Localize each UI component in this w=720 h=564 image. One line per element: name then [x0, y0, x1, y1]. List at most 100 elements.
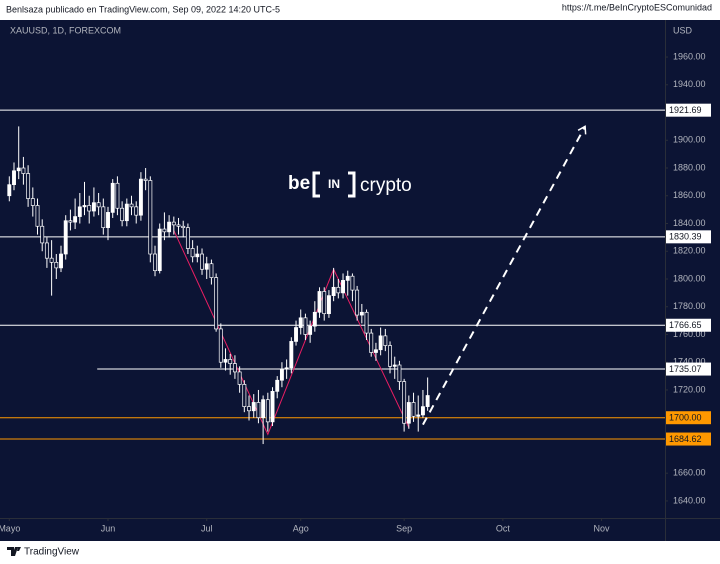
watermark: be IN crypto — [288, 171, 412, 198]
brand-logo — [7, 547, 21, 556]
chart-background — [0, 20, 720, 541]
watermark-crypto: crypto — [360, 175, 412, 196]
candle-body — [143, 178, 148, 181]
author-line: Benlsaza publicado en TradingView.com, S… — [6, 4, 280, 14]
candle-body — [411, 402, 416, 417]
candle-body — [364, 311, 369, 334]
candle-body — [373, 349, 378, 353]
x-tick-label: Mayo — [0, 523, 20, 533]
x-tick-label: Sep — [396, 523, 412, 533]
candle-body — [336, 286, 341, 294]
candle-body — [190, 248, 195, 258]
candle-body — [21, 167, 26, 174]
y-tick-label: 1640.00 — [673, 495, 706, 505]
candle-body — [44, 242, 49, 259]
candle-body — [237, 371, 242, 385]
y-tick-label: 1660.00 — [673, 468, 706, 478]
candle-body — [115, 182, 120, 209]
candle-body — [30, 198, 35, 206]
level-label-box — [666, 411, 711, 425]
y-tick-label: 1940.00 — [673, 79, 706, 89]
symbol-label: XAUUSD, 1D, FOREXCOM — [10, 25, 121, 35]
candle-body — [251, 402, 256, 412]
x-tick-label: Jun — [101, 523, 116, 533]
candle-body — [54, 261, 59, 269]
y-tick-label: 1960.00 — [673, 51, 706, 61]
candle-body — [124, 203, 129, 222]
candle-body — [110, 182, 115, 213]
candle-body — [279, 368, 284, 381]
candle-body — [96, 202, 101, 208]
candle-body — [355, 289, 360, 316]
candle-body — [425, 395, 430, 407]
y-tick-label: 1860.00 — [673, 190, 706, 200]
y-tick-label: 1720.00 — [673, 384, 706, 394]
candle-body — [284, 367, 289, 370]
candle-body — [289, 341, 294, 369]
candle-body — [359, 311, 364, 316]
candle-body — [91, 202, 96, 212]
candle-body — [303, 317, 308, 335]
candle-body — [326, 295, 331, 315]
candle-body — [16, 167, 21, 172]
projection-line — [422, 125, 586, 426]
candle-body — [317, 291, 322, 313]
level-label-box — [666, 103, 711, 117]
candle-body — [120, 207, 125, 222]
candle-body — [402, 381, 407, 424]
candle-body — [322, 291, 327, 315]
level-label: 1921.69 — [669, 105, 702, 115]
header-bar — [0, 0, 720, 20]
candle-body — [77, 206, 82, 217]
candle-body — [275, 379, 280, 392]
candle-body — [12, 170, 16, 186]
axes: 1640.00 1660.00 1720.00 1740.00 1760.00 1780.… — [0, 51, 711, 533]
candle-body — [82, 205, 87, 208]
candle-body — [270, 390, 275, 423]
candle-body — [294, 327, 298, 342]
candle-body — [209, 263, 214, 278]
candle-body — [341, 280, 345, 294]
plot-area — [0, 109, 665, 445]
candle-body — [242, 384, 247, 407]
candle-body — [388, 345, 392, 367]
candle-body — [162, 228, 167, 233]
candle-body — [176, 224, 181, 227]
x-tick-label: Nov — [594, 523, 611, 533]
watermark-in: IN — [328, 177, 340, 191]
candle-body — [35, 205, 40, 227]
level-label: 1766.65 — [669, 320, 702, 330]
y-tick-label: 1840.00 — [673, 218, 706, 228]
candle-body — [312, 311, 317, 327]
candle-body — [157, 228, 162, 272]
candle-body — [369, 332, 374, 353]
level-label-box — [666, 362, 711, 376]
y-tick-label: 1800.00 — [673, 273, 706, 283]
level-label-box — [666, 230, 711, 244]
candle-body — [247, 406, 251, 412]
x-tick-label: Ago — [293, 523, 309, 533]
candle-body — [345, 275, 350, 281]
y-tick-label: 1880.00 — [673, 162, 706, 172]
candle-body — [59, 253, 63, 269]
candle-body — [397, 364, 402, 382]
candle-body — [406, 402, 411, 424]
projection-arrowhead — [577, 125, 587, 135]
community-link[interactable]: https://t.me/BeInCryptoESComunidad — [562, 2, 712, 12]
candle-body — [129, 203, 134, 208]
candle-body — [420, 406, 425, 416]
candle-body — [392, 364, 397, 367]
candle-body — [68, 220, 73, 223]
candle-body — [185, 227, 190, 249]
y-tick-label: 1900.00 — [673, 135, 706, 145]
candle-body — [87, 205, 92, 212]
candle-body — [308, 325, 313, 335]
candle-body — [350, 275, 355, 291]
candle-body — [153, 253, 157, 272]
candle-body — [167, 221, 172, 233]
y-tick-label: 1760.00 — [673, 329, 706, 339]
candle-body — [265, 399, 270, 423]
candle-body — [195, 253, 200, 258]
candle-body — [101, 206, 106, 229]
